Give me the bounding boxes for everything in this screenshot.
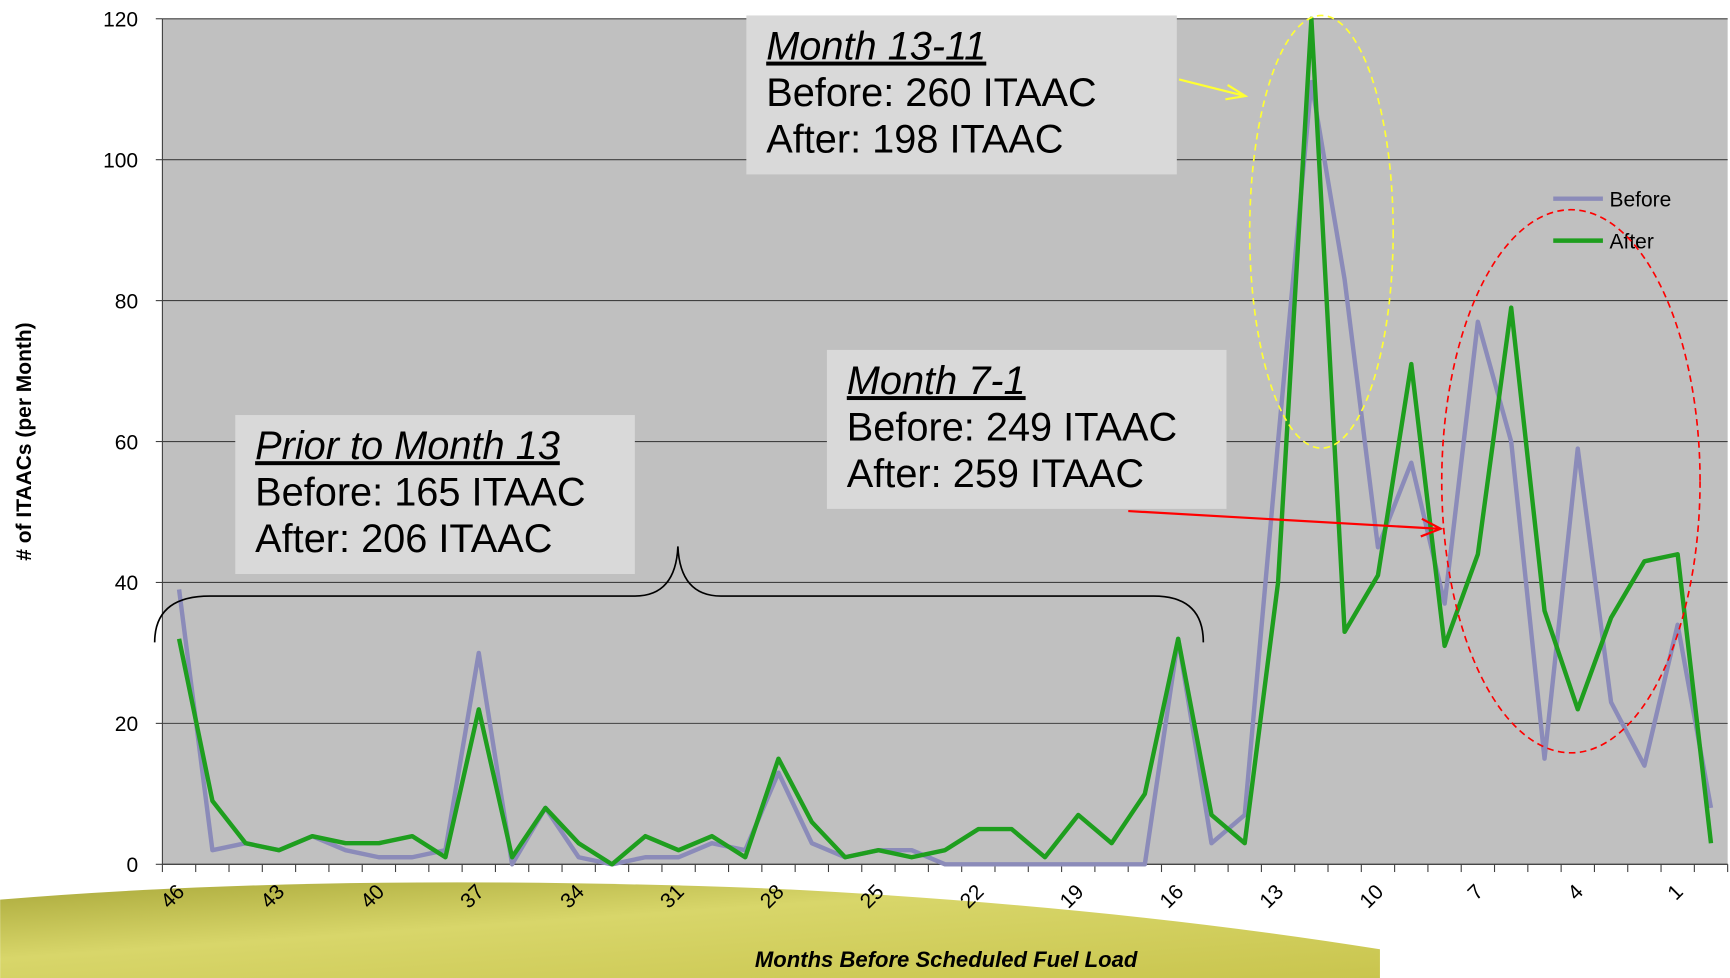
series-line xyxy=(176,16,1714,867)
y-tick-label: 100 xyxy=(103,149,138,172)
annotation-text: After: 206 ITAAC xyxy=(255,517,552,561)
y-tick-label: 120 xyxy=(103,8,138,31)
arrow xyxy=(1128,509,1444,538)
x-tick-label: 13 xyxy=(1255,880,1288,913)
brace xyxy=(153,546,1205,643)
highlight-ellipse xyxy=(1440,208,1701,754)
y-axis-title: # of ITAACs (per Month) xyxy=(13,322,36,560)
x-tick-label: 1 xyxy=(1663,880,1688,905)
y-tick-label: 0 xyxy=(126,854,138,877)
legend-label: After xyxy=(1610,230,1654,253)
annotation-text: After: 198 ITAAC xyxy=(766,117,1063,161)
y-tick-label: 20 xyxy=(115,713,138,736)
x-tick-label: 4 xyxy=(1563,880,1588,905)
annotation-text: Before: 260 ITAAC xyxy=(766,71,1096,115)
annotation-box xyxy=(746,15,1177,175)
x-axis-title: Months Before Scheduled Fuel Load xyxy=(755,947,1138,972)
background-leaf xyxy=(0,882,1380,978)
x-tick-label: 16 xyxy=(1156,880,1189,913)
annotation-box xyxy=(826,349,1227,509)
annotation-box xyxy=(235,415,635,574)
y-tick-label: 80 xyxy=(115,290,138,313)
x-tick-label: 10 xyxy=(1355,880,1388,913)
y-tick-label: 40 xyxy=(115,572,138,595)
arrow xyxy=(1178,78,1249,101)
annotation-text: Before: 165 ITAAC xyxy=(255,471,585,515)
legend-label: Before xyxy=(1610,188,1672,211)
annotation-title: Prior to Month 13 xyxy=(255,424,560,468)
highlight-ellipse xyxy=(1248,14,1395,449)
annotation-title: Month 7-1 xyxy=(847,359,1026,403)
y-tick-label: 60 xyxy=(115,431,138,454)
x-tick-label: 19 xyxy=(1056,880,1089,913)
annotation-text: Before: 249 ITAAC xyxy=(847,405,1177,449)
x-tick-label: 7 xyxy=(1464,880,1489,905)
annotation-text: After: 259 ITAAC xyxy=(847,452,1144,496)
annotation-title: Month 13-11 xyxy=(766,25,986,69)
